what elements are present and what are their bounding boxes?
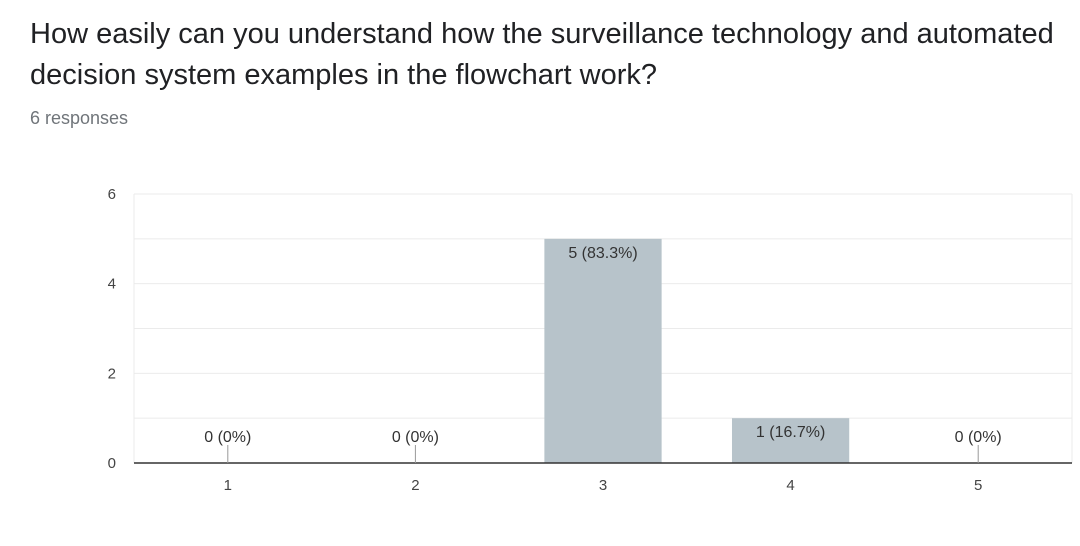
data-label-1: 0 (0%) [204,429,251,446]
bars [544,238,850,463]
response-count: 6 responses [30,108,129,128]
x-tick-label: 3 [599,477,607,494]
x-tick-label: 1 [224,477,232,494]
data-label-5: 0 (0%) [955,429,1002,446]
bar-4 [731,418,850,463]
y-tick-label: 2 [108,365,116,382]
data-label-4: 1 (16.7%) [756,424,825,441]
y-tick-label: 4 [108,276,116,293]
data-labels: 0 (0%) 0 (0%) 5 (83.3%) 1 (16.7%) 0 (0%) [204,245,1002,446]
y-tick-label: 0 [108,455,116,472]
bar-3 [544,238,662,463]
x-axis-tick-labels: 1 2 3 4 5 [224,477,983,494]
y-tick-label: 6 [108,186,116,203]
x-tick-label: 5 [974,477,982,494]
data-label-2: 0 (0%) [392,429,439,446]
data-label-3: 5 (83.3%) [568,245,637,262]
x-axis-ticks [227,445,979,463]
y-axis-tick-labels: 0 2 4 6 [108,186,116,472]
x-tick-label: 4 [786,477,794,494]
x-tick-label: 2 [411,477,419,494]
question-title: How easily can you understand how the su… [30,18,1054,91]
